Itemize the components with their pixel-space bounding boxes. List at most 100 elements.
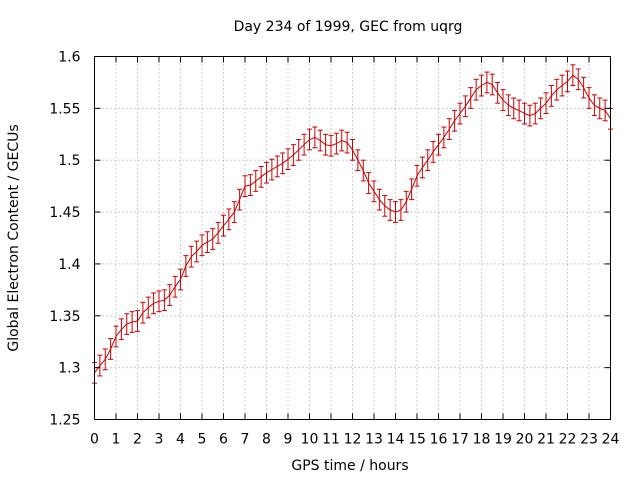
data-point (221, 214, 226, 237)
y-axis-label: Global Electron Content / GECUs (6, 124, 22, 351)
data-point (414, 164, 420, 187)
data-point (328, 134, 334, 157)
x-tick-label: 16 (430, 432, 448, 448)
data-point (253, 170, 259, 192)
x-tick-label: 19 (494, 432, 512, 448)
data-point (430, 141, 436, 163)
data-point (355, 149, 361, 172)
x-axis-label: GPS time / hours (291, 458, 408, 474)
y-tick-label: 1.55 (49, 101, 80, 117)
data-point (183, 255, 189, 277)
data-point (436, 133, 441, 156)
x-tick-label: 6 (219, 432, 228, 448)
data-point (178, 268, 183, 291)
data-point (145, 296, 151, 319)
data-point (360, 159, 366, 182)
data-point (597, 97, 603, 120)
data-point (333, 132, 339, 155)
y-tick-label: 1.5 (58, 153, 80, 169)
data-point (452, 109, 458, 132)
data-point (602, 99, 608, 122)
data-point (575, 68, 581, 91)
x-tick-label: 3 (155, 432, 164, 448)
data-point (108, 338, 114, 360)
y-tick-label: 1.35 (49, 309, 80, 325)
y-tick-labels: 1.25 1.3 1.35 1.4 1.45 1.5 1.55 1.6 (49, 50, 80, 429)
data-point (376, 188, 382, 211)
data-point (167, 284, 173, 306)
data-point (570, 64, 576, 87)
data-point (538, 97, 544, 120)
data-point (468, 87, 474, 109)
y-tick-label: 1.6 (58, 50, 80, 66)
x-tick-label: 14 (387, 432, 405, 448)
x-tick-label: 0 (90, 432, 99, 448)
data-point (102, 348, 108, 371)
x-tick-label: 13 (365, 432, 383, 448)
data-point (522, 102, 527, 125)
x-tick-label: 10 (301, 432, 319, 448)
data-point (387, 199, 393, 221)
data-point (274, 155, 280, 178)
x-tick-label: 20 (516, 432, 534, 448)
data-point (301, 133, 307, 156)
y-tick-label: 1.3 (58, 361, 80, 377)
data-point (231, 201, 237, 223)
data-point (188, 245, 194, 268)
data-point (532, 102, 538, 125)
x-tick-label: 17 (451, 432, 469, 448)
x-tick-label: 4 (176, 432, 185, 448)
data-point (516, 99, 522, 122)
y-tick-label: 1.25 (49, 413, 80, 429)
data-point (264, 161, 269, 184)
x-tick-label: 5 (198, 432, 207, 448)
data-point (479, 74, 484, 97)
data-point (129, 311, 135, 333)
data-point (161, 289, 167, 312)
data-point (484, 71, 490, 94)
data-point (269, 158, 275, 181)
x-tick-label: 21 (537, 432, 555, 448)
x-tick-label: 11 (322, 432, 340, 448)
data-point (505, 94, 511, 117)
data-point (366, 172, 372, 194)
data-point (296, 138, 302, 161)
data-point (398, 199, 404, 221)
data-point (548, 85, 554, 107)
data-point (323, 133, 329, 156)
data-point (172, 275, 178, 298)
data-point (500, 89, 506, 111)
data-point (307, 128, 312, 151)
data-point (511, 97, 517, 120)
data-point (290, 144, 296, 166)
data-point (403, 190, 409, 213)
data-point (425, 149, 431, 172)
data-point (135, 310, 140, 332)
data-point (559, 74, 565, 97)
data-point (393, 201, 398, 223)
data-point (118, 318, 124, 341)
data-point (371, 180, 377, 203)
data-point (226, 208, 232, 231)
data-point (565, 70, 570, 93)
x-tick-label: 7 (241, 432, 250, 448)
data-point (457, 102, 463, 125)
data-point (113, 325, 119, 348)
data-point (382, 194, 388, 217)
data-point (285, 148, 291, 171)
x-tick-labels: 0 1 2 3 4 5 6 7 8 9 10 11 12 13 14 15 16 17 18 19 20 21 22 23 24 (90, 432, 619, 448)
chart-title: Day 234 of 1999, GEC from uqrg (234, 19, 463, 35)
series-gec (92, 64, 613, 384)
data-point (242, 175, 248, 198)
axis-ticks (94, 56, 611, 420)
data-point (317, 129, 323, 152)
data-point (215, 221, 221, 244)
data-point (156, 290, 162, 313)
data-point (194, 240, 200, 263)
data-point (527, 104, 533, 127)
x-tick-label: 1 (112, 432, 121, 448)
data-point (473, 78, 479, 101)
data-point (409, 178, 415, 201)
data-point (97, 354, 103, 377)
